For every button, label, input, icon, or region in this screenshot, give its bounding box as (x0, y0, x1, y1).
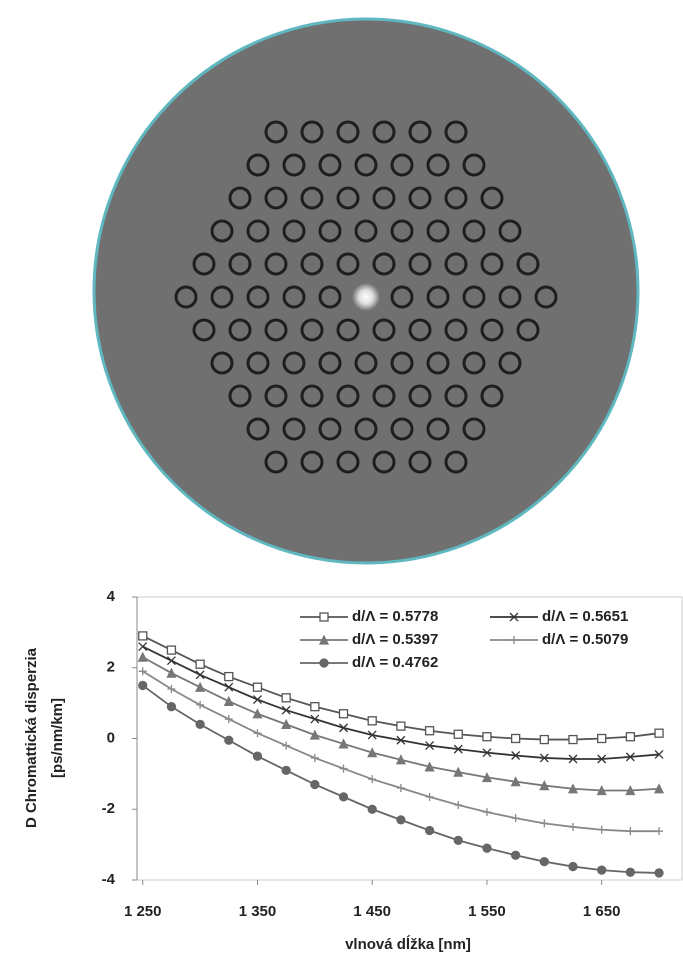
fiber-core (352, 283, 380, 311)
legend-label: d/Λ = 0.5397 (352, 631, 438, 648)
marker (340, 765, 348, 773)
marker (225, 715, 233, 723)
marker (167, 669, 175, 677)
marker (311, 703, 319, 711)
marker (139, 681, 147, 689)
marker (397, 784, 405, 792)
marker (167, 646, 175, 654)
marker (282, 766, 290, 774)
marker (540, 736, 548, 744)
marker (167, 685, 175, 693)
marker (253, 729, 261, 737)
marker (512, 735, 520, 743)
marker (569, 863, 577, 871)
marker (626, 827, 634, 835)
marker (540, 819, 548, 827)
marker (139, 653, 147, 661)
marker (426, 826, 434, 834)
y-axis-label: D Chromattická disperzia (23, 647, 40, 828)
marker (655, 729, 663, 737)
marker (311, 754, 319, 762)
marker (282, 720, 290, 728)
marker (454, 801, 462, 809)
x-tick-label: 1 250 (124, 903, 162, 920)
marker (320, 659, 328, 667)
series-line (143, 685, 659, 872)
marker (626, 868, 634, 876)
x-tick-label: 1 650 (583, 903, 621, 920)
marker (483, 808, 491, 816)
marker (196, 671, 204, 679)
marker (311, 780, 319, 788)
marker (598, 735, 606, 743)
marker (598, 826, 606, 834)
marker (139, 632, 147, 640)
marker (569, 823, 577, 831)
marker (426, 727, 434, 735)
y-axis-label: [ps/nm/km] (49, 698, 66, 778)
marker (225, 736, 233, 744)
marker (368, 775, 376, 783)
figure: vlnová dĺžka [nm] D Chromattická disperz… (0, 0, 683, 969)
y-tick-label: 4 (107, 588, 116, 605)
marker (196, 660, 204, 668)
marker (540, 858, 548, 866)
series-line (143, 671, 659, 831)
page: vlnová dĺžka [nm] D Chromattická disperz… (0, 0, 683, 969)
legend-label: d/Λ = 0.5778 (352, 608, 438, 625)
marker (454, 836, 462, 844)
marker (512, 851, 520, 859)
marker (253, 683, 261, 691)
legend-label: d/Λ = 0.5079 (542, 631, 628, 648)
x-axis-label: vlnová dĺžka [nm] (345, 935, 471, 953)
marker (655, 869, 663, 877)
marker (483, 844, 491, 852)
marker (225, 697, 233, 705)
marker (626, 733, 634, 741)
marker (282, 694, 290, 702)
x-tick-label: 1 550 (468, 903, 506, 920)
marker (167, 703, 175, 711)
marker (139, 643, 147, 651)
marker (253, 696, 261, 704)
marker (225, 683, 233, 691)
y-tick-label: -4 (102, 871, 116, 888)
marker (510, 636, 518, 644)
marker (282, 742, 290, 750)
marker (454, 730, 462, 738)
marker (253, 710, 261, 718)
marker (368, 717, 376, 725)
y-tick-label: 2 (107, 659, 115, 676)
marker (512, 814, 520, 822)
marker (225, 673, 233, 681)
x-tick-label: 1 350 (239, 903, 277, 920)
marker (655, 827, 663, 835)
legend-label: d/Λ = 0.5651 (542, 608, 628, 625)
marker (426, 793, 434, 801)
marker (167, 657, 175, 665)
marker (253, 752, 261, 760)
marker (483, 733, 491, 741)
marker (320, 613, 328, 621)
marker (397, 816, 405, 824)
marker (397, 722, 405, 730)
x-tick-label: 1 450 (353, 903, 391, 920)
marker (196, 720, 204, 728)
marker (368, 805, 376, 813)
marker (569, 736, 577, 744)
legend-label: d/Λ = 0.4762 (352, 654, 438, 671)
marker (139, 667, 147, 675)
y-tick-label: -2 (102, 800, 115, 817)
marker (196, 701, 204, 709)
marker (196, 683, 204, 691)
marker (340, 793, 348, 801)
marker (598, 866, 606, 874)
y-tick-label: 0 (107, 729, 115, 746)
marker (340, 710, 348, 718)
